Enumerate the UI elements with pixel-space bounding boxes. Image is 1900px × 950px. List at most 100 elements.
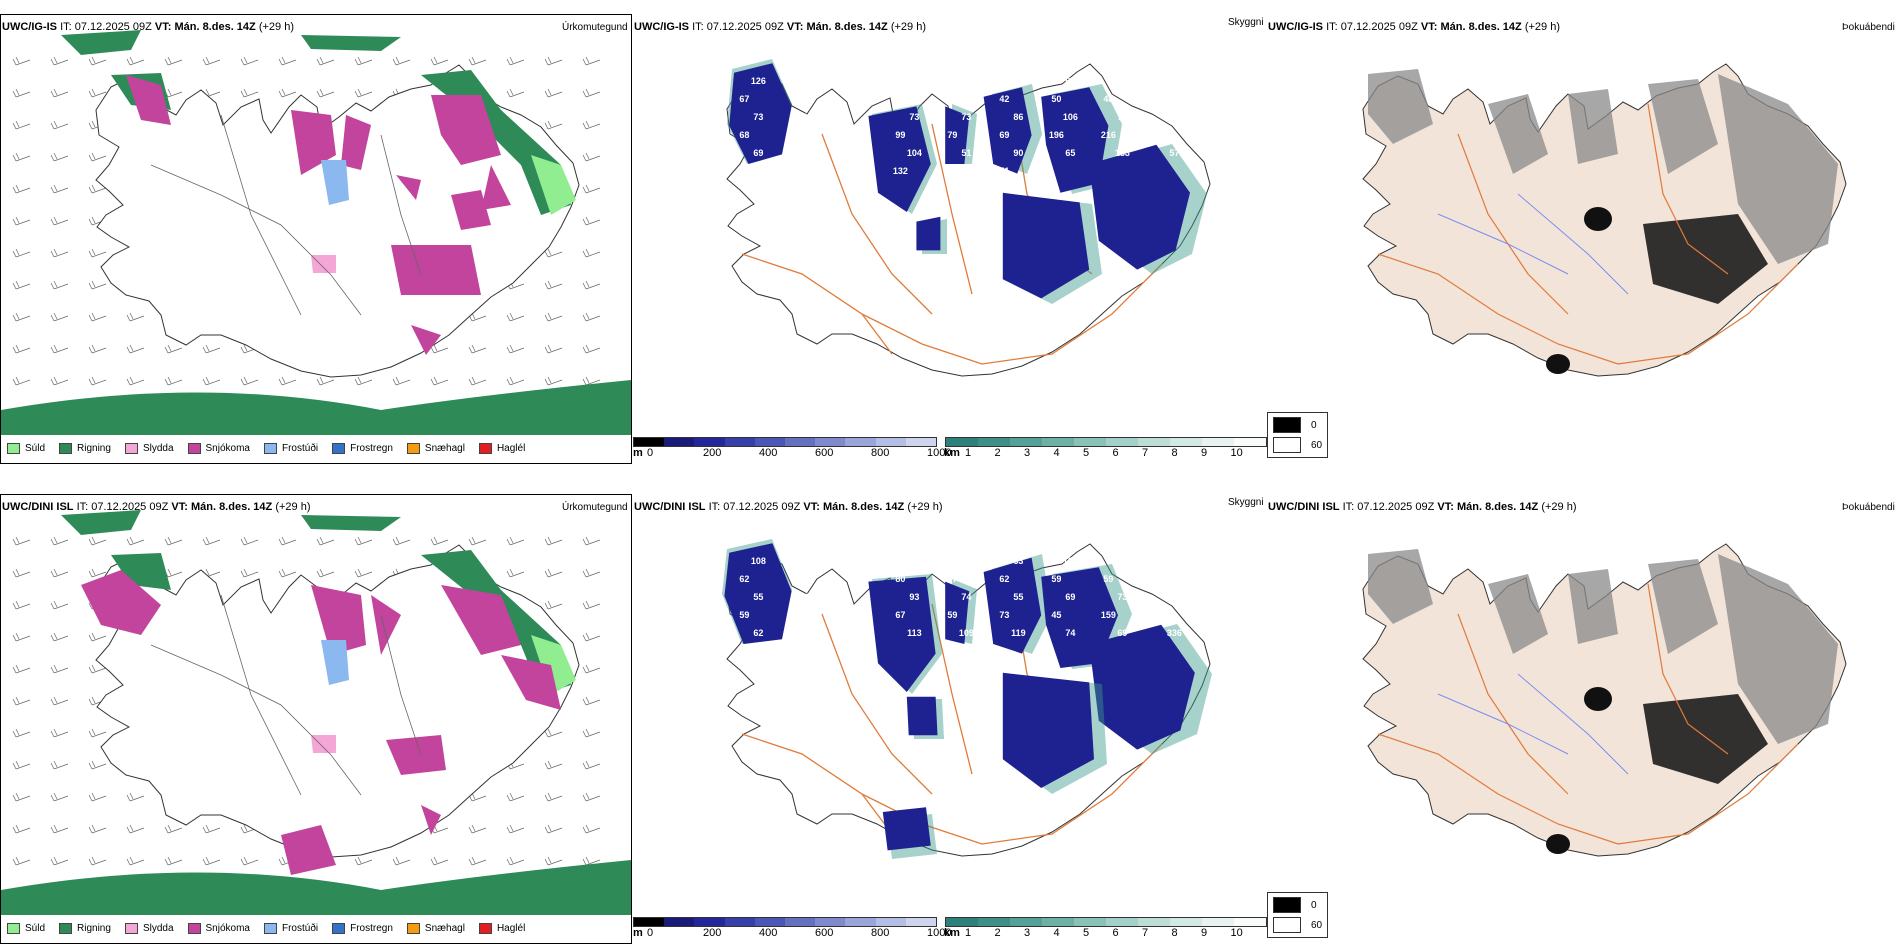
wind-barb xyxy=(240,56,259,66)
dense-fog-area xyxy=(1584,207,1612,231)
row1-header-mid: UWC/IG-IS IT: 07.12.2025 09Z VT: Mán. 8.… xyxy=(634,21,926,33)
snow-area xyxy=(81,570,161,635)
visibility-value-label: 68 xyxy=(739,130,749,140)
legend-swatch xyxy=(187,923,201,934)
tick-label: 400 xyxy=(759,927,778,939)
legend-item-rigning: Rigning xyxy=(59,443,111,454)
visibility-value-label: 159 xyxy=(1101,610,1116,620)
snow-area xyxy=(451,190,491,230)
legend-label: Rigning xyxy=(77,443,111,454)
precip-layer xyxy=(1,510,631,915)
wind-barb xyxy=(202,344,221,354)
wind-barb xyxy=(316,88,335,98)
low-visibility-area xyxy=(945,581,970,644)
row2-header-right: UWC/DINI ISL IT: 07.12.2025 09Z VT: Mán.… xyxy=(1268,501,1577,513)
fog-legend-swatch xyxy=(1273,437,1301,453)
wind-barb xyxy=(354,536,373,546)
tick-label: 3 xyxy=(1024,447,1031,459)
low-visibility-area xyxy=(882,807,931,851)
row2-fog-panel xyxy=(1268,494,1900,944)
legend-swatch xyxy=(187,443,201,454)
dense-fog-area xyxy=(1584,687,1612,711)
colorbar-segment xyxy=(978,438,1010,446)
wind-barb xyxy=(506,344,525,354)
wind-barb xyxy=(12,312,31,322)
wind-barb xyxy=(354,568,373,578)
colorbar-segment xyxy=(664,918,695,926)
snow-area xyxy=(481,165,511,210)
colorbar-segment xyxy=(1138,918,1170,926)
tick-label: 600 xyxy=(815,447,834,459)
visibility-value-label: 62 xyxy=(1155,574,1165,584)
row1-title-visibility: Skyggni xyxy=(1228,17,1264,28)
freezing-drizzle-area xyxy=(321,160,349,205)
tick-label: 2 xyxy=(994,927,1001,939)
wind-barb xyxy=(582,536,601,546)
wind-barb xyxy=(126,792,145,802)
wind-barb xyxy=(582,600,601,610)
wind-barb xyxy=(50,856,69,866)
legend-label: Snjókoma xyxy=(205,923,250,934)
fog-legend-row: 0 xyxy=(1273,897,1322,913)
legend-label: Frostúði xyxy=(281,923,319,934)
legend-swatch xyxy=(332,443,346,454)
row2-title-visibility: Skyggni xyxy=(1228,497,1264,508)
wind-barb xyxy=(12,632,31,642)
wind-barb xyxy=(164,536,183,546)
fog-grey-area xyxy=(1718,74,1838,264)
tick-label: 6 xyxy=(1112,927,1119,939)
visibility-value-label: 64 xyxy=(1221,556,1231,566)
legend-item-frostúði: Frostúði xyxy=(263,923,319,934)
visibility-value-label: 146 xyxy=(1167,112,1182,122)
visibility-value-label: 147 xyxy=(1153,610,1168,620)
wind-barb xyxy=(50,344,69,354)
wind-barb xyxy=(12,824,31,834)
visibility-value-label: 69 xyxy=(999,130,1009,140)
legend-label: Snæhagl xyxy=(424,443,465,454)
fog-grey-area xyxy=(1568,569,1618,644)
fog-legend-swatch xyxy=(1273,897,1301,913)
wind-barb xyxy=(50,600,69,610)
low-visibility-area xyxy=(906,696,938,736)
wind-barb xyxy=(544,280,563,290)
wind-barb xyxy=(88,824,107,834)
snow-area xyxy=(341,115,371,170)
wind-barb xyxy=(12,56,31,66)
wind-barb xyxy=(164,824,183,834)
wind-barb xyxy=(50,824,69,834)
wind-barb xyxy=(50,728,69,738)
tick-label: 5 xyxy=(1083,927,1090,939)
wind-barb xyxy=(468,856,487,866)
tick-label: 0 xyxy=(647,447,654,459)
legend-swatch xyxy=(406,443,420,454)
visibility-value-label: 108 xyxy=(751,556,766,566)
fog-legend: 0 60 xyxy=(1267,892,1329,938)
wind-barb xyxy=(582,120,601,130)
wind-barb xyxy=(544,56,563,66)
wind-barb xyxy=(126,56,145,66)
legend-label: Slydda xyxy=(142,923,174,934)
wind-barb xyxy=(126,536,145,546)
wind-barb xyxy=(582,664,601,674)
wind-barb xyxy=(582,376,601,386)
wind-barb xyxy=(12,728,31,738)
visibility-value-label: 126 xyxy=(751,76,766,86)
wind-barb xyxy=(50,792,69,802)
colorbar-segment xyxy=(1042,918,1074,926)
legend-swatch xyxy=(406,923,420,934)
wind-barb xyxy=(164,856,183,866)
row2-visibility-panel: 108 167 92 106 63 107 68 71 64 62 41 80 57 62 59 59 62 53… xyxy=(632,494,1268,944)
colorbar-segment xyxy=(1042,438,1074,446)
fog-layer xyxy=(1362,543,1847,857)
tick-label: 200 xyxy=(703,447,722,459)
row1-title-fog: Þokuábendi xyxy=(1842,22,1895,33)
wind-barb xyxy=(354,56,373,66)
visibility-value-label: 106 xyxy=(1063,112,1078,122)
wind-barb xyxy=(582,88,601,98)
wind-barb xyxy=(126,312,145,322)
wind-barb xyxy=(50,152,69,162)
wind-barb xyxy=(202,536,221,546)
snow-area xyxy=(501,655,561,710)
legend-item-haglél: Haglél xyxy=(478,443,525,454)
row1-header-right: UWC/IG-IS IT: 07.12.2025 09Z VT: Mán. 8.… xyxy=(1268,21,1560,33)
